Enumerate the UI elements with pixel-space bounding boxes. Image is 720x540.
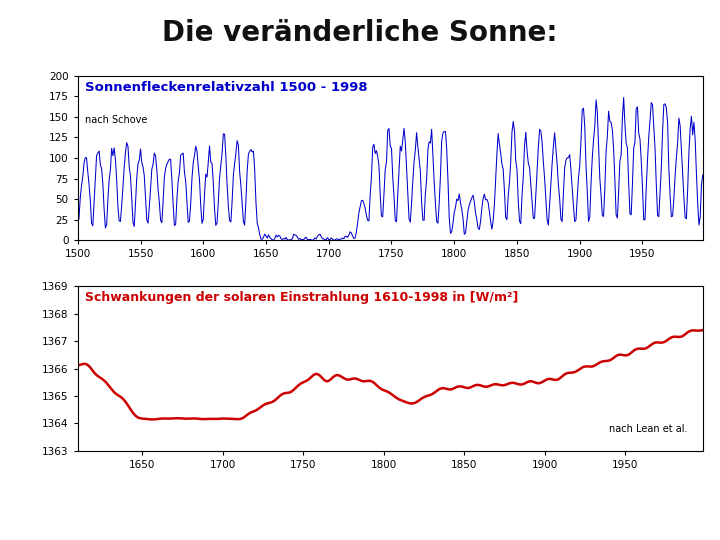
Text: Sonnenfleckenrelativzahl 1500 - 1998: Sonnenfleckenrelativzahl 1500 - 1998	[85, 80, 368, 93]
Text: Schwankungen der solaren Einstrahlung 1610-1998 in [W/m²]: Schwankungen der solaren Einstrahlung 16…	[85, 291, 518, 304]
Text: Die veränderliche Sonne:: Die veränderliche Sonne:	[162, 19, 558, 47]
Text: nach Schove: nach Schove	[85, 115, 148, 125]
Text: nach Lean et al.: nach Lean et al.	[608, 424, 687, 434]
